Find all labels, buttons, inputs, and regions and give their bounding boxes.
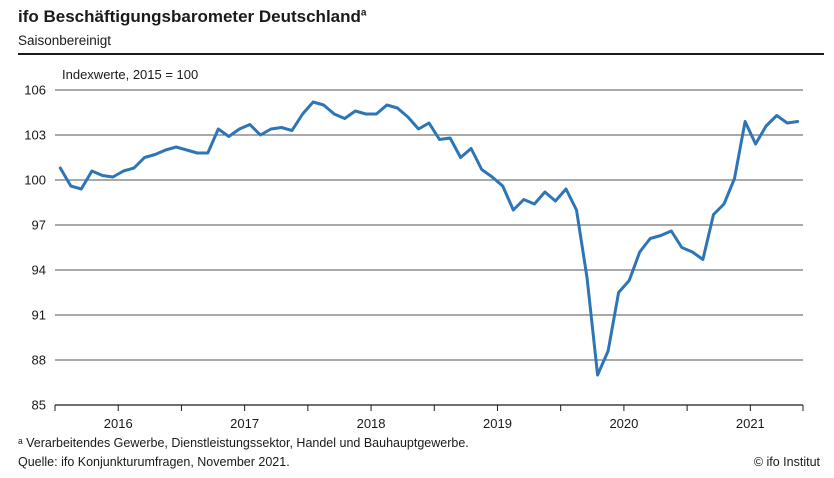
series-line <box>58 100 800 377</box>
x-tick-label: 2017 <box>230 416 259 431</box>
series-group <box>58 100 800 377</box>
chart-title: ifo Beschäftigungsbarometer Deutschlanda <box>18 7 367 26</box>
x-tick-label: 2021 <box>736 416 765 431</box>
title-footnote-marker: a <box>360 7 367 19</box>
y-tick-label: 106 <box>24 83 46 98</box>
x-tick-label: 2018 <box>357 416 386 431</box>
y-tick-label: 85 <box>32 398 46 413</box>
x-axis: 2016 2017 2018 2019 2020 2021 <box>54 405 804 431</box>
y-tick-label: 97 <box>32 218 46 233</box>
source-note: Quelle: ifo Konjunkturumfragen, November… <box>18 455 290 469</box>
x-tick-label: 2016 <box>104 416 133 431</box>
x-tick-label: 2019 <box>483 416 512 431</box>
y-tick-labels: 85 88 91 94 97 100 103 106 <box>24 83 46 413</box>
footnote: ᵃ Verarbeitendes Gewerbe, Dienstleistung… <box>18 436 469 450</box>
y-tick-label: 100 <box>24 173 46 188</box>
header-divider <box>18 53 824 55</box>
y-tick-label: 91 <box>32 308 46 323</box>
gridlines <box>55 89 803 406</box>
y-tick-label: 103 <box>24 128 46 143</box>
x-tick-label: 2020 <box>609 416 638 431</box>
y-tick-label: 88 <box>32 353 46 368</box>
copyright: © ifo Institut <box>753 455 820 469</box>
y-tick-label: 94 <box>32 263 46 278</box>
chart-subtitle: Saisonbereinigt <box>18 33 112 48</box>
y-axis-label: Indexwerte, 2015 = 100 <box>62 67 198 82</box>
